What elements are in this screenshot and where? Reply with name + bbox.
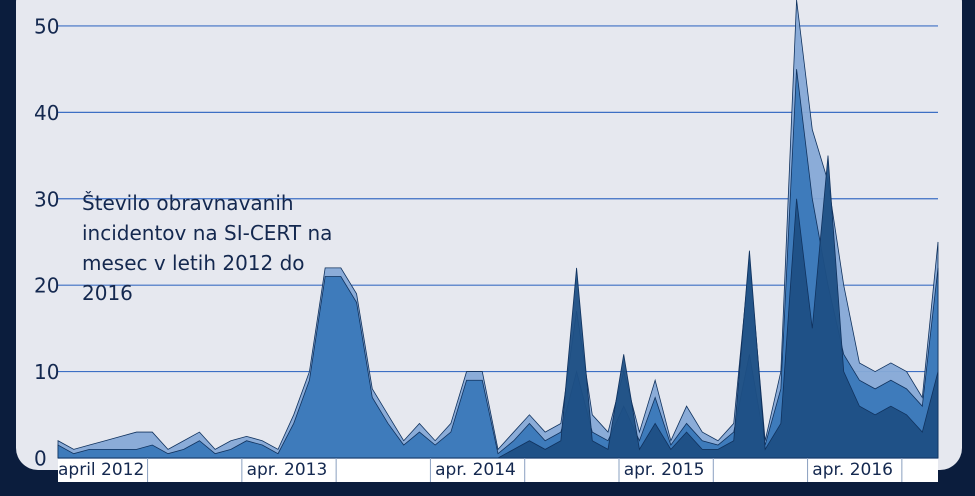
y-tick-label: 30 — [34, 187, 59, 211]
x-tick-label: apr. 2014 — [435, 460, 516, 480]
y-tick-label: 10 — [34, 360, 59, 384]
area — [58, 155, 939, 459]
x-tick-label: apr. 2016 — [812, 460, 893, 480]
x-tick-label: april 2012 — [58, 460, 144, 480]
y-tick-label: 20 — [34, 274, 59, 298]
panel — [16, 0, 962, 470]
y-tick-label: 50 — [34, 14, 59, 38]
y-tick-label: 0 — [34, 447, 47, 471]
x-tick-label: apr. 2015 — [624, 460, 705, 480]
x-axis-band — [58, 458, 938, 482]
x-tick-label: apr. 2013 — [247, 460, 328, 480]
y-tick-label: 40 — [34, 101, 59, 125]
chart-title: Število obravnavanih incidentov na SI-CE… — [82, 191, 333, 305]
